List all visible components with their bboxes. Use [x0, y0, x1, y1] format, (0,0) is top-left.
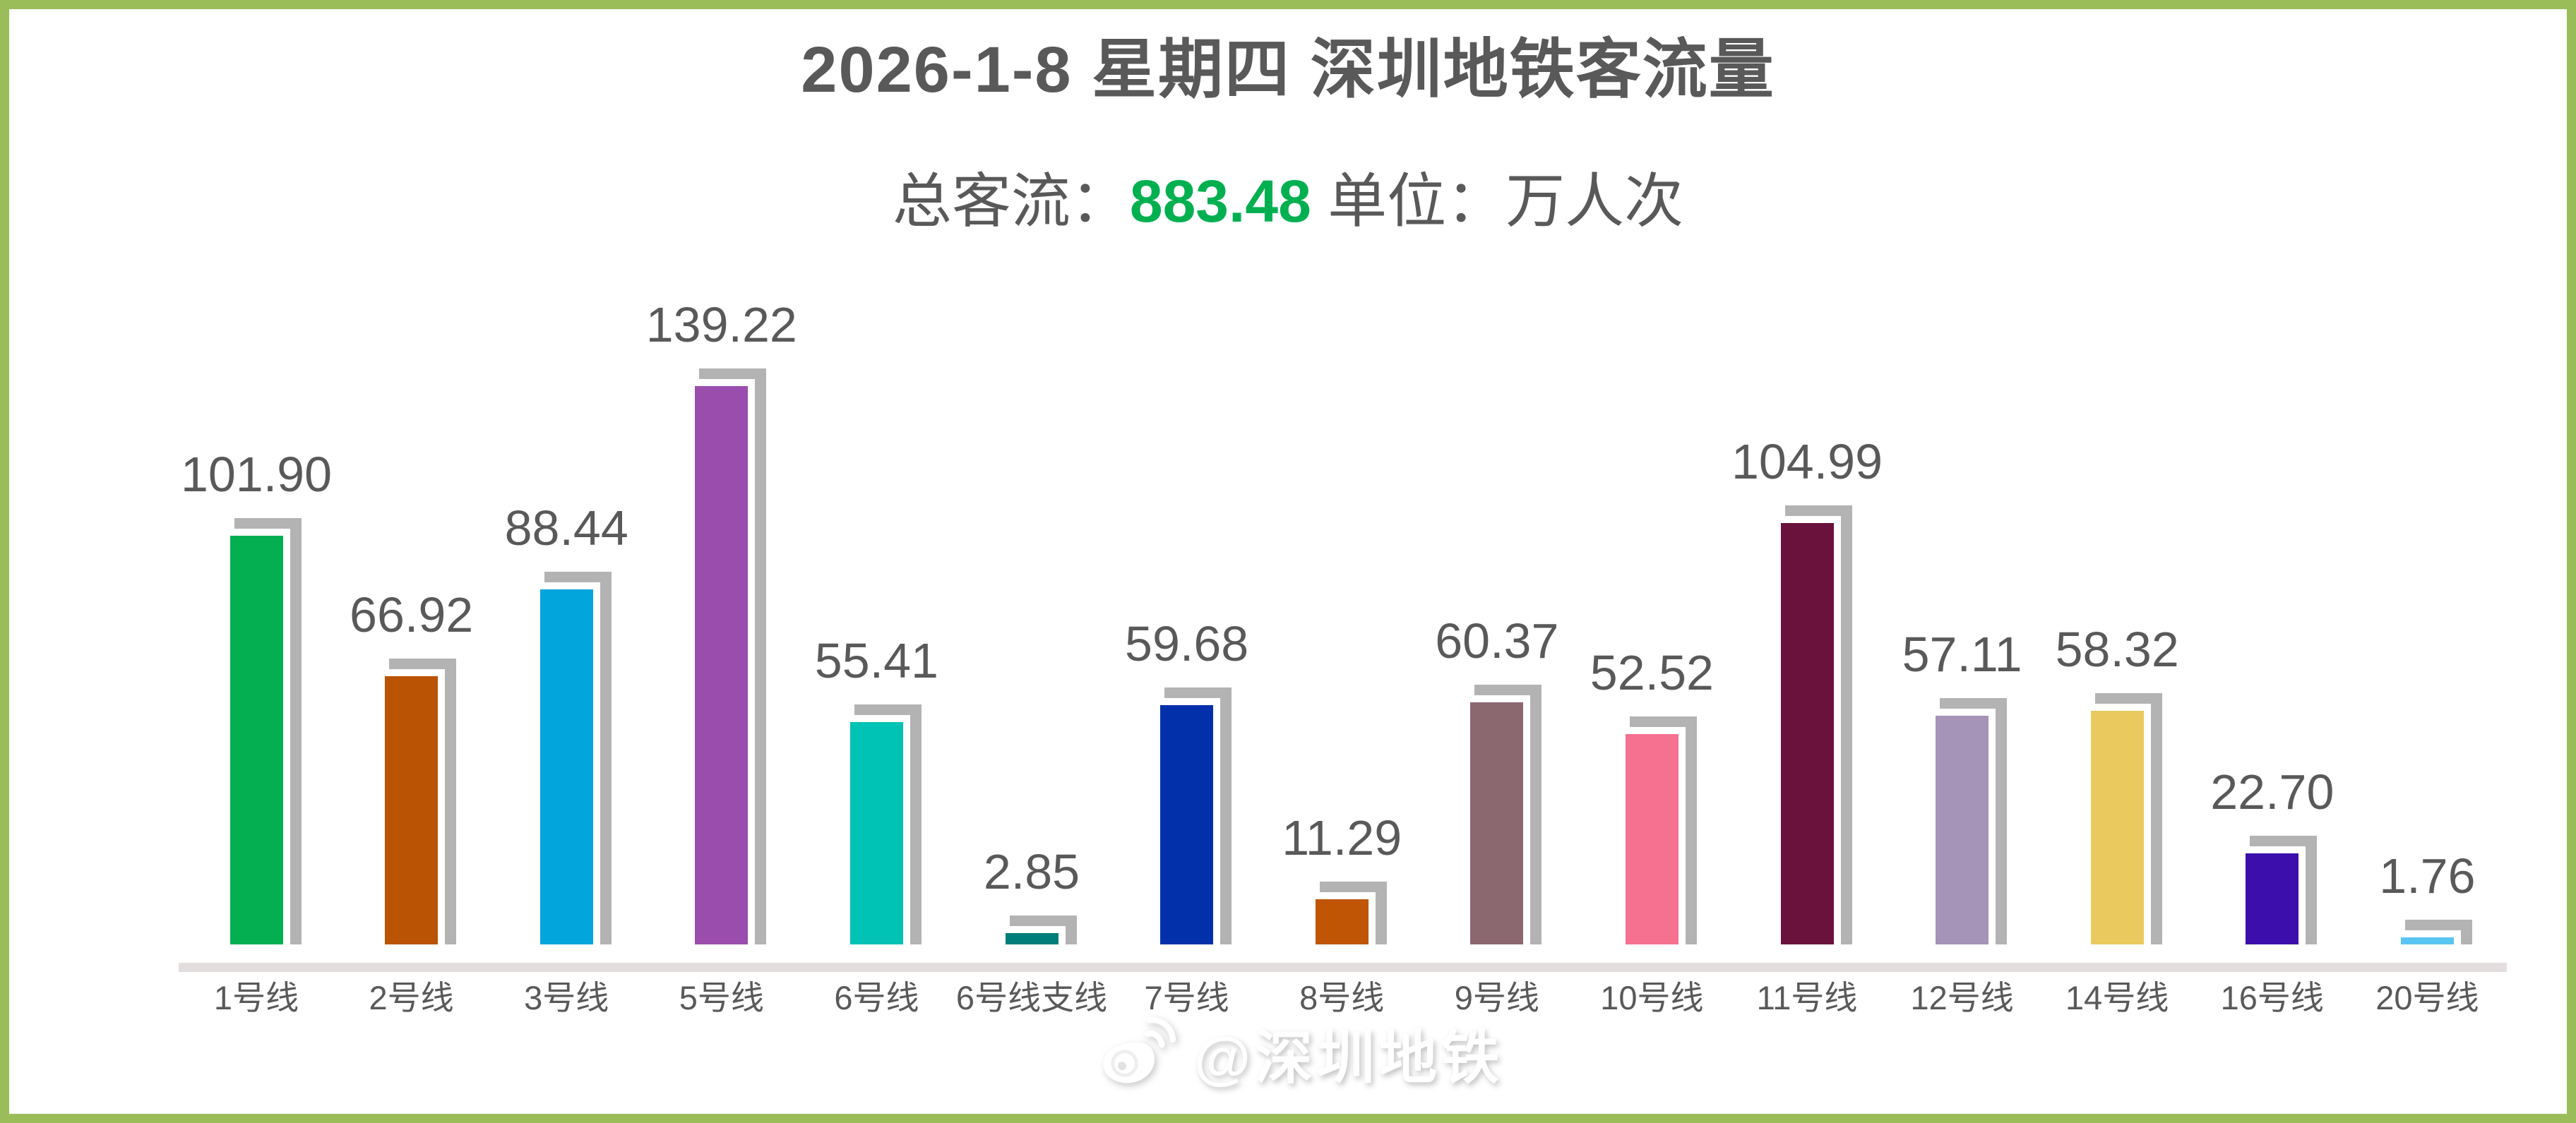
category-label: 2号线	[369, 979, 454, 1016]
bar-column: 60.37 9号线	[1435, 613, 1558, 1016]
bar-fill	[849, 715, 910, 944]
category-label: 6号线支线	[955, 979, 1108, 1016]
bar-fill	[2246, 846, 2306, 944]
bar-column: 58.32 14号线	[2056, 622, 2179, 1016]
x-axis-line	[179, 963, 2507, 972]
bar-fill	[229, 529, 290, 944]
bar-fill	[539, 582, 600, 944]
category-label: 5号线	[679, 979, 764, 1016]
bar-column: 59.68 7号线	[1125, 616, 1248, 1016]
total-label: 总客流：	[892, 168, 1130, 234]
bar-fill	[695, 378, 756, 944]
bar-fill	[1780, 516, 1841, 944]
bar-fill	[1160, 697, 1221, 944]
bar-column: 52.52 10号线	[1590, 645, 1714, 1016]
bar-column: 11.29 8号线	[1282, 810, 1402, 1016]
category-label: 10号线	[1600, 979, 1704, 1016]
weibo-icon	[1103, 1016, 1176, 1083]
bar-value-label: 52.52	[1590, 644, 1714, 700]
category-label: 8号线	[1299, 979, 1385, 1016]
bar-column: 57.11 12号线	[1902, 627, 2022, 1016]
bar-fill	[1625, 726, 1686, 944]
bar-column: 139.22 5号线	[646, 297, 797, 1016]
bar-value-label: 101.90	[180, 447, 333, 503]
bar-value-label: 2.85	[983, 843, 1080, 899]
bar-value-label: 66.92	[350, 587, 474, 642]
bar-fill	[2090, 703, 2151, 944]
category-label: 14号线	[2065, 979, 2169, 1016]
bar-value-label: 22.70	[2210, 764, 2334, 820]
bar-column: 66.92 2号线	[350, 587, 473, 1016]
unit-label: 单位：万人次	[1311, 168, 1684, 234]
bar-column: 22.70 16号线	[2210, 764, 2334, 1016]
bar-column: 88.44 3号线	[505, 500, 628, 1016]
bar-value-label: 55.41	[814, 633, 938, 689]
total-value: 883.48	[1129, 168, 1311, 234]
bar-value-label: 58.32	[2055, 621, 2179, 677]
bar-value-label: 1.76	[2379, 848, 2476, 903]
bar-fill	[1005, 925, 1066, 944]
bar-column: 101.90 1号线	[181, 447, 332, 1016]
category-label: 1号线	[213, 979, 299, 1016]
bar-chart: 101.90 1号线 66.92 2号线 88.44 3号线 139.22 5号线 55.41 6…	[9, 9, 2567, 1114]
bar-value-label: 11.29	[1282, 810, 1402, 865]
watermark: @深圳地铁	[1097, 1010, 1503, 1095]
bar-fill	[1470, 695, 1531, 944]
bar-column: 2.85 6号线支线	[956, 844, 1107, 1016]
category-label: 12号线	[1910, 979, 2014, 1016]
category-label: 6号线	[834, 979, 919, 1016]
category-label: 16号线	[2220, 979, 2324, 1016]
bar-column: 55.41 6号线	[815, 633, 938, 1016]
category-label: 11号线	[1756, 979, 1858, 1016]
category-label: 9号线	[1454, 979, 1539, 1016]
bar-column: 1.76 20号线	[2375, 848, 2479, 1016]
category-label: 3号线	[524, 979, 609, 1016]
bar-value-label: 60.37	[1435, 613, 1559, 668]
bar-value-label: 57.11	[1902, 626, 2022, 682]
bar-fill	[2400, 930, 2461, 944]
chart-subtitle: 总客流：883.48 单位：万人次	[9, 166, 2567, 237]
bar-value-label: 139.22	[645, 296, 797, 352]
category-label: 7号线	[1144, 979, 1229, 1016]
bar-fill	[1936, 708, 1996, 944]
bar-fill	[1315, 891, 1376, 944]
bar-value-label: 104.99	[1731, 434, 1883, 490]
bar-value-label: 88.44	[504, 500, 628, 556]
watermark-text: @深圳地铁	[1194, 1026, 1503, 1091]
bar-fill	[385, 668, 446, 944]
page-title: 2026-1-8 星期四 深圳地铁客流量	[801, 34, 1775, 106]
bar-value-label: 59.68	[1125, 615, 1249, 671]
category-label: 20号线	[2375, 979, 2479, 1016]
bar-column: 104.99 11号线	[1731, 434, 1883, 1016]
